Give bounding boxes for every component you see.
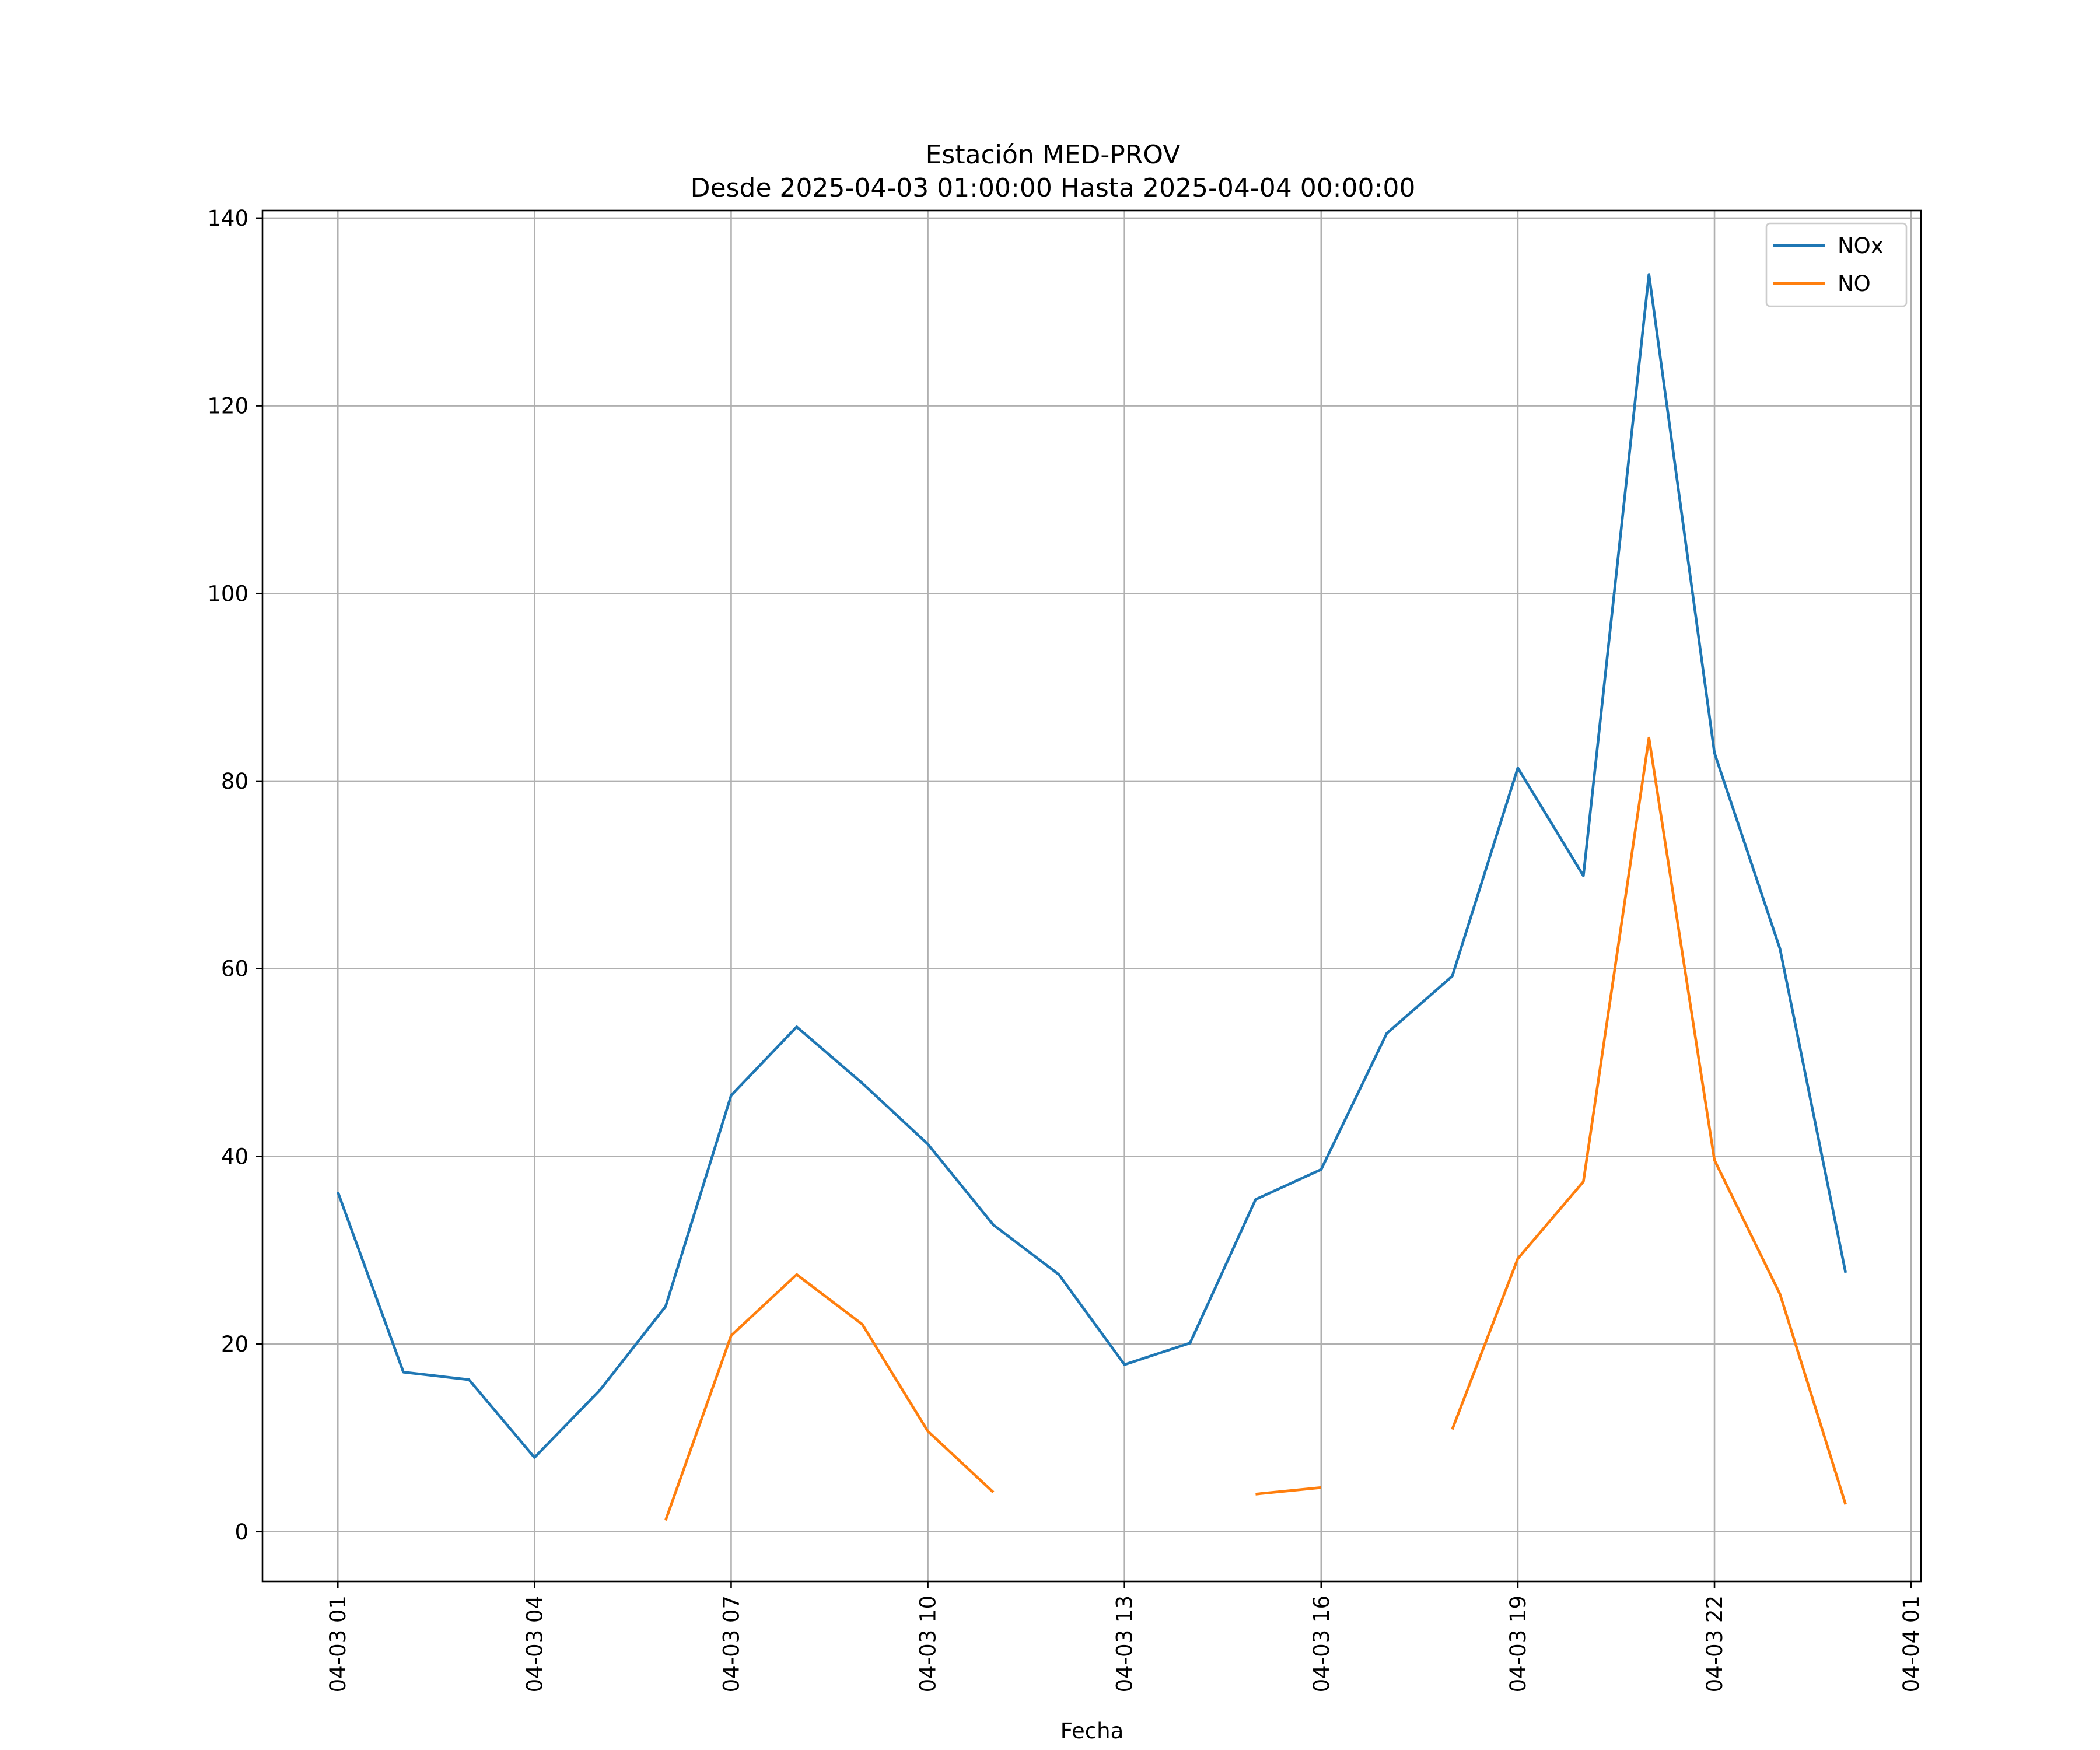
plot-frame [261, 209, 1922, 1583]
x-tick-label: 04-03 04 [522, 1595, 547, 1692]
series-line-nox [337, 273, 1847, 1459]
grid-lines [262, 211, 1921, 1581]
series-line-no [664, 736, 1847, 1521]
legend-label-no: NO [1838, 271, 1871, 296]
y-tick-label: 80 [221, 769, 249, 794]
x-tick-label: 04-03 22 [1702, 1595, 1727, 1692]
y-tick-label: 140 [207, 206, 249, 231]
x-tick-label: 04-03 07 [719, 1595, 744, 1692]
x-tick-label: 04-03 01 [326, 1595, 351, 1692]
y-tick-label: 60 [221, 957, 249, 982]
y-tick-label: 40 [221, 1144, 249, 1169]
series-lines [337, 273, 1847, 1521]
x-tick-label: 04-03 16 [1309, 1595, 1334, 1692]
x-tick-label: 04-03 10 [916, 1595, 941, 1692]
x-tick-label: 04-03 19 [1506, 1595, 1531, 1692]
legend-box [1765, 222, 1908, 307]
y-tick-label: 0 [235, 1520, 249, 1545]
x-tick-label: 04-03 13 [1112, 1595, 1138, 1692]
axis-ticks: 04-03 01 04-03 04 04-03 07 04-03 10 04-03 13… [207, 206, 1924, 1692]
y-tick-label: 100 [207, 581, 249, 606]
y-tick-label: 120 [207, 394, 249, 419]
chart-subtitle: Desde 2025-04-03 01:00:00 Hasta 2025-04-… [691, 173, 1416, 203]
chart-title: Estación MED-PROV [926, 140, 1181, 170]
x-axis-label: Fecha [1060, 1718, 1124, 1744]
legend-label-nox: NOx [1838, 233, 1884, 258]
y-tick-label: 20 [221, 1332, 249, 1357]
x-tick-label: 04-04 01 [1899, 1595, 1924, 1692]
legend: NOx NO [1765, 222, 1908, 307]
